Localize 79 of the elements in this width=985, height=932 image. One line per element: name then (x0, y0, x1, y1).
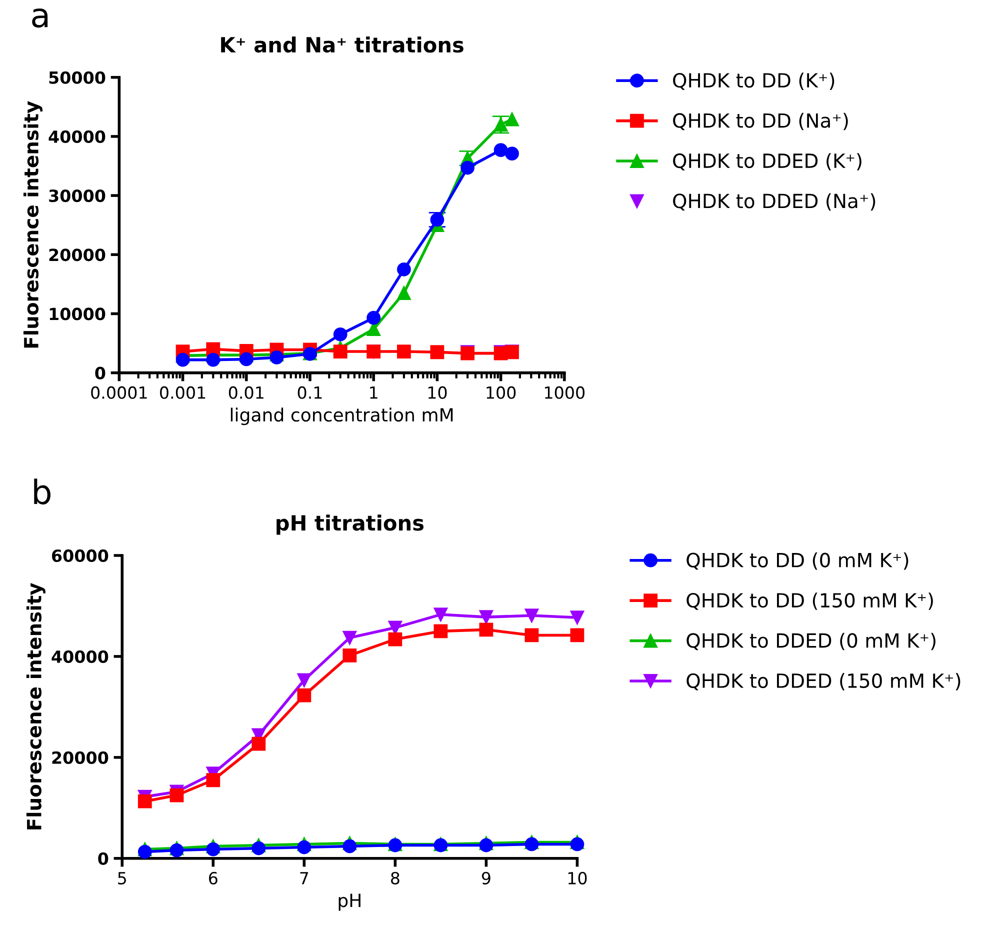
point (138, 794, 152, 808)
point (206, 773, 220, 788)
y-tick-label: 0 (95, 366, 106, 380)
x-tick-label: 7 (300, 872, 308, 884)
chart-title: K⁺ and Na⁺ titrations (221, 36, 464, 53)
chart-title: pH titrations (276, 514, 424, 535)
legend-label: QHDK to DD (Na⁺) (673, 112, 848, 130)
x-tick-label: 5 (118, 872, 126, 884)
y-tick-label: 10000 (50, 308, 106, 320)
point (176, 352, 190, 367)
text: a (32, 8, 48, 28)
legend-label: QHDK to DDED (Na⁺) (673, 193, 876, 211)
legend-label: QHDK to DDED (0 mM K⁺) (686, 632, 936, 650)
y-tick-label: 20000 (49, 248, 106, 262)
point (252, 841, 266, 856)
x-tick-label: 100 (486, 386, 516, 399)
point (138, 844, 152, 859)
x-tick-label: 0.01 (228, 386, 264, 399)
point (434, 608, 448, 622)
point (342, 648, 357, 662)
point (430, 345, 444, 360)
point (342, 839, 357, 854)
point (524, 837, 539, 852)
legend-label: QHDK to DD (K⁺) (673, 72, 834, 90)
point (366, 310, 381, 325)
point (460, 160, 474, 175)
point (494, 143, 508, 157)
point (479, 622, 494, 637)
x-tick-label: 10 (428, 386, 447, 399)
legend-label: QHDK to DD (0 mM K⁺) (686, 552, 908, 570)
y-tick-label: 30000 (49, 189, 106, 202)
point (570, 610, 584, 625)
x-tick-label: 9 (482, 872, 490, 884)
y-tick-label: 40000 (52, 650, 108, 664)
legend-label: QHDK to DD (150 mM K⁺) (686, 592, 933, 610)
point (524, 608, 539, 622)
y-tick-label: 50000 (49, 71, 106, 84)
y-axis-title: Fluorescence intensity (26, 582, 46, 830)
point (397, 286, 411, 300)
point (570, 628, 584, 642)
x-tick-label: 10 (568, 872, 587, 884)
point (270, 350, 284, 364)
legend-label: QHDK to DDED (150 mM K⁺) (686, 673, 960, 690)
point (397, 344, 411, 358)
point (479, 610, 494, 624)
point (297, 688, 312, 702)
point (397, 262, 411, 276)
point (297, 840, 312, 854)
point (333, 327, 348, 342)
point (333, 344, 348, 358)
point (170, 788, 184, 802)
y-tick-label: 0 (98, 852, 108, 865)
x-tick-label: 1000 (545, 386, 585, 399)
x-axis-title: pH (338, 894, 360, 911)
x-tick-label: 0.0001 (91, 386, 147, 399)
point (479, 838, 494, 852)
point (252, 736, 266, 751)
y-axis-title: Fluorescence intensity (23, 101, 42, 348)
point (342, 630, 357, 645)
point (239, 352, 254, 366)
y-tick-label: 60000 (52, 549, 108, 562)
point (434, 624, 448, 638)
text: b (34, 478, 50, 504)
x-tick-label: 0.001 (160, 386, 206, 399)
x-tick-label: 1 (370, 386, 378, 399)
point (170, 843, 184, 858)
point (206, 842, 220, 856)
x-tick-label: 8 (391, 872, 400, 884)
x-axis-title: ligand concentration mM (230, 408, 453, 426)
point (297, 673, 312, 688)
x-tick-label: 0.1 (298, 386, 322, 399)
legend-label: QHDK to DDED (K⁺) (673, 153, 862, 170)
x-tick-label: 6 (209, 872, 218, 884)
point (388, 632, 402, 646)
point (524, 628, 539, 642)
point (206, 352, 220, 367)
y-tick-label: 20000 (52, 751, 108, 764)
point (570, 837, 584, 852)
y-tick-label: 40000 (48, 130, 106, 144)
